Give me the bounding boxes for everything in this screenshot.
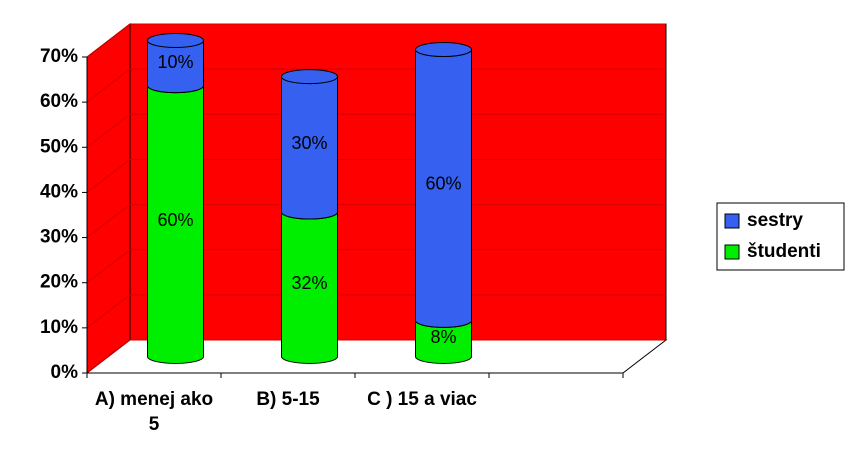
x-tick-label: B) 5-15 (256, 389, 320, 410)
y-tick-label: 0% (51, 362, 79, 383)
side-wall (86, 22, 131, 375)
value-label: 30% (291, 133, 327, 153)
y-tick-label: 30% (40, 227, 78, 248)
value-label: 8% (430, 327, 456, 347)
grid-line (86, 339, 666, 374)
value-label: 60% (425, 174, 461, 194)
y-tick-label: 20% (40, 272, 78, 293)
bar-cap (281, 69, 338, 85)
grid-line (86, 249, 666, 284)
grid-line (86, 158, 666, 193)
y-tick-label: 60% (40, 91, 78, 112)
y-tick-label: 50% (40, 136, 78, 157)
grid-line (86, 294, 666, 329)
y-tick-label: 40% (40, 181, 78, 202)
grid-line (86, 113, 666, 148)
legend-label: sestry (747, 210, 803, 231)
value-label: 32% (291, 273, 327, 293)
back-wall (129, 23, 667, 341)
legend-swatch (724, 213, 740, 229)
grid-line (86, 23, 666, 58)
x-tick-label: C ) 15 a viac (367, 389, 477, 410)
bar-cap (147, 33, 204, 48)
y-tick-label: 70% (40, 46, 78, 67)
x-tick-label: A) menej ako 5 (94, 389, 214, 435)
value-label: 60% (157, 210, 193, 230)
value-label: 10% (157, 52, 193, 72)
y-tick-label: 10% (40, 317, 78, 338)
legend-label: študenti (747, 241, 821, 262)
bar-cap (415, 42, 472, 58)
legend-swatch (724, 244, 740, 260)
grid-line (86, 68, 666, 103)
grid-line (86, 204, 666, 238)
